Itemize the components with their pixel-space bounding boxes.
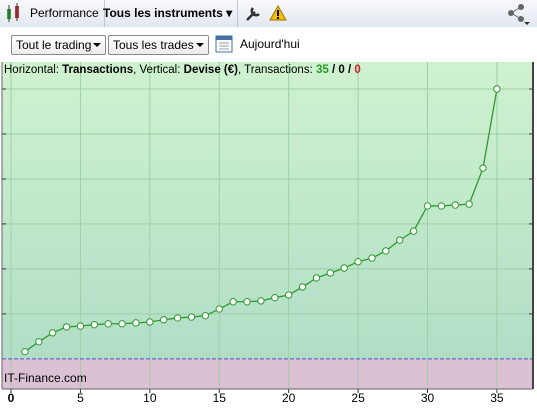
tab-dropdown[interactable]: Tous les instruments ▾: [98, 0, 238, 27]
point: [201, 311, 210, 320]
point: [437, 202, 446, 210]
trades-dropdown[interactable]: Tous les trades: [108, 35, 209, 55]
point: [493, 85, 501, 93]
x-tick-label: 30: [421, 391, 435, 405]
point: [76, 322, 85, 330]
point: [340, 264, 348, 272]
point: [187, 313, 196, 321]
x-tick-label: 20: [282, 391, 296, 405]
x-tick-label: 0: [8, 391, 15, 405]
negative-zone: [2, 358, 533, 389]
point: [396, 236, 404, 244]
trading-dropdown[interactable]: Tout le trading: [11, 35, 107, 55]
point: [173, 314, 182, 322]
header-text: Devise (€): [184, 64, 239, 76]
point: [423, 202, 432, 210]
point: [48, 329, 57, 337]
point: [284, 291, 293, 299]
chart: Horizontal: Transactions, Vertical: Devi…: [1, 62, 534, 405]
point: [104, 320, 112, 328]
point: [243, 298, 251, 306]
point: [271, 293, 279, 302]
calendar-icon[interactable]: [214, 33, 236, 55]
x-tick-label: 10: [143, 391, 157, 405]
point: [62, 323, 71, 331]
point: [368, 254, 376, 262]
even-count: 0: [338, 64, 344, 76]
point: [160, 316, 168, 324]
point: [21, 347, 29, 356]
app-icon: [7, 3, 19, 22]
point: [382, 247, 390, 255]
x-tick-label: 25: [351, 391, 365, 405]
point: [118, 320, 126, 328]
x-tick-label: 15: [213, 391, 227, 405]
point: [409, 227, 418, 235]
point: [132, 319, 140, 327]
header-text: Transactions: [62, 64, 133, 76]
header-text: , Transactions:: [238, 64, 313, 76]
separator: /: [332, 64, 336, 76]
header-text: Horizontal:: [4, 64, 59, 76]
chart-header: Horizontal: Transactions, Vertical: Devi…: [4, 64, 361, 76]
point: [229, 298, 237, 306]
filter-bar: Tout le trading Tous les trades Aujourd'…: [0, 27, 537, 62]
watermark: IT-Finance.com: [4, 371, 87, 385]
point: [146, 318, 154, 326]
point: [35, 338, 43, 346]
header-text: , Vertical:: [133, 64, 180, 76]
tab-label: Tous les instruments: [103, 6, 223, 20]
point: [215, 305, 223, 313]
share-icon[interactable]: [506, 0, 532, 27]
x-tick-label: 5: [77, 391, 84, 405]
point: [354, 258, 362, 266]
point: [326, 269, 335, 277]
date-label[interactable]: Aujourd'hui: [240, 37, 300, 51]
point: [298, 283, 307, 291]
toolbar: Performance Tous les instruments ▾: [0, 0, 537, 28]
warning-icon[interactable]: [268, 0, 288, 27]
point: [312, 274, 321, 282]
tab[interactable]: Performance: [24, 0, 105, 27]
x-tick-label: 35: [490, 391, 504, 405]
point: [479, 164, 487, 172]
point: [257, 297, 265, 305]
win-count: 35: [316, 64, 329, 76]
point: [90, 320, 99, 329]
loss-count: 0: [354, 64, 360, 76]
point: [451, 201, 459, 209]
point: [465, 200, 473, 208]
plot-background: [2, 62, 533, 389]
settings-icon[interactable]: [243, 0, 265, 27]
separator: /: [348, 64, 352, 76]
